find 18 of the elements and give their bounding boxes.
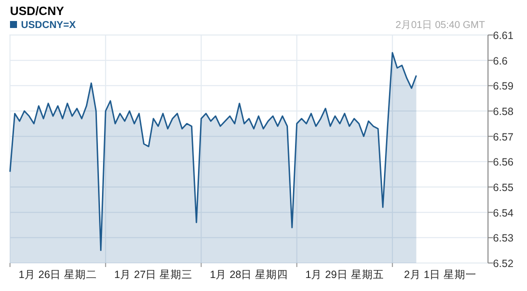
y-tick-label: 6.6 <box>493 55 508 68</box>
y-tick-label: 6.59 <box>493 80 514 93</box>
y-tick-label: 6.52 <box>493 258 514 270</box>
x-tick-label: 1月 27日 星期三 <box>114 269 193 281</box>
y-tick-label: 6.56 <box>493 156 514 169</box>
y-tick-label: 6.54 <box>493 207 514 220</box>
y-tick-label: 6.55 <box>493 182 514 194</box>
x-tick-label: 1月 28日 星期四 <box>210 269 288 281</box>
chart-title: USD/CNY <box>10 4 64 18</box>
legend-label: USDCNY=X <box>21 20 76 31</box>
y-tick-label: 6.53 <box>493 232 514 245</box>
y-tick-label: 6.57 <box>493 131 514 144</box>
x-tick-label: 1月 26日 星期二 <box>18 269 97 281</box>
y-tick-label: 6.61 <box>493 30 514 42</box>
x-tick-label: 1月 29日 星期五 <box>305 269 384 281</box>
x-tick-label: 2月 1日 星期一 <box>404 269 476 281</box>
y-tick-label: 6.58 <box>493 106 514 118</box>
text: 2月01日 05:40 GMT <box>396 20 485 31</box>
